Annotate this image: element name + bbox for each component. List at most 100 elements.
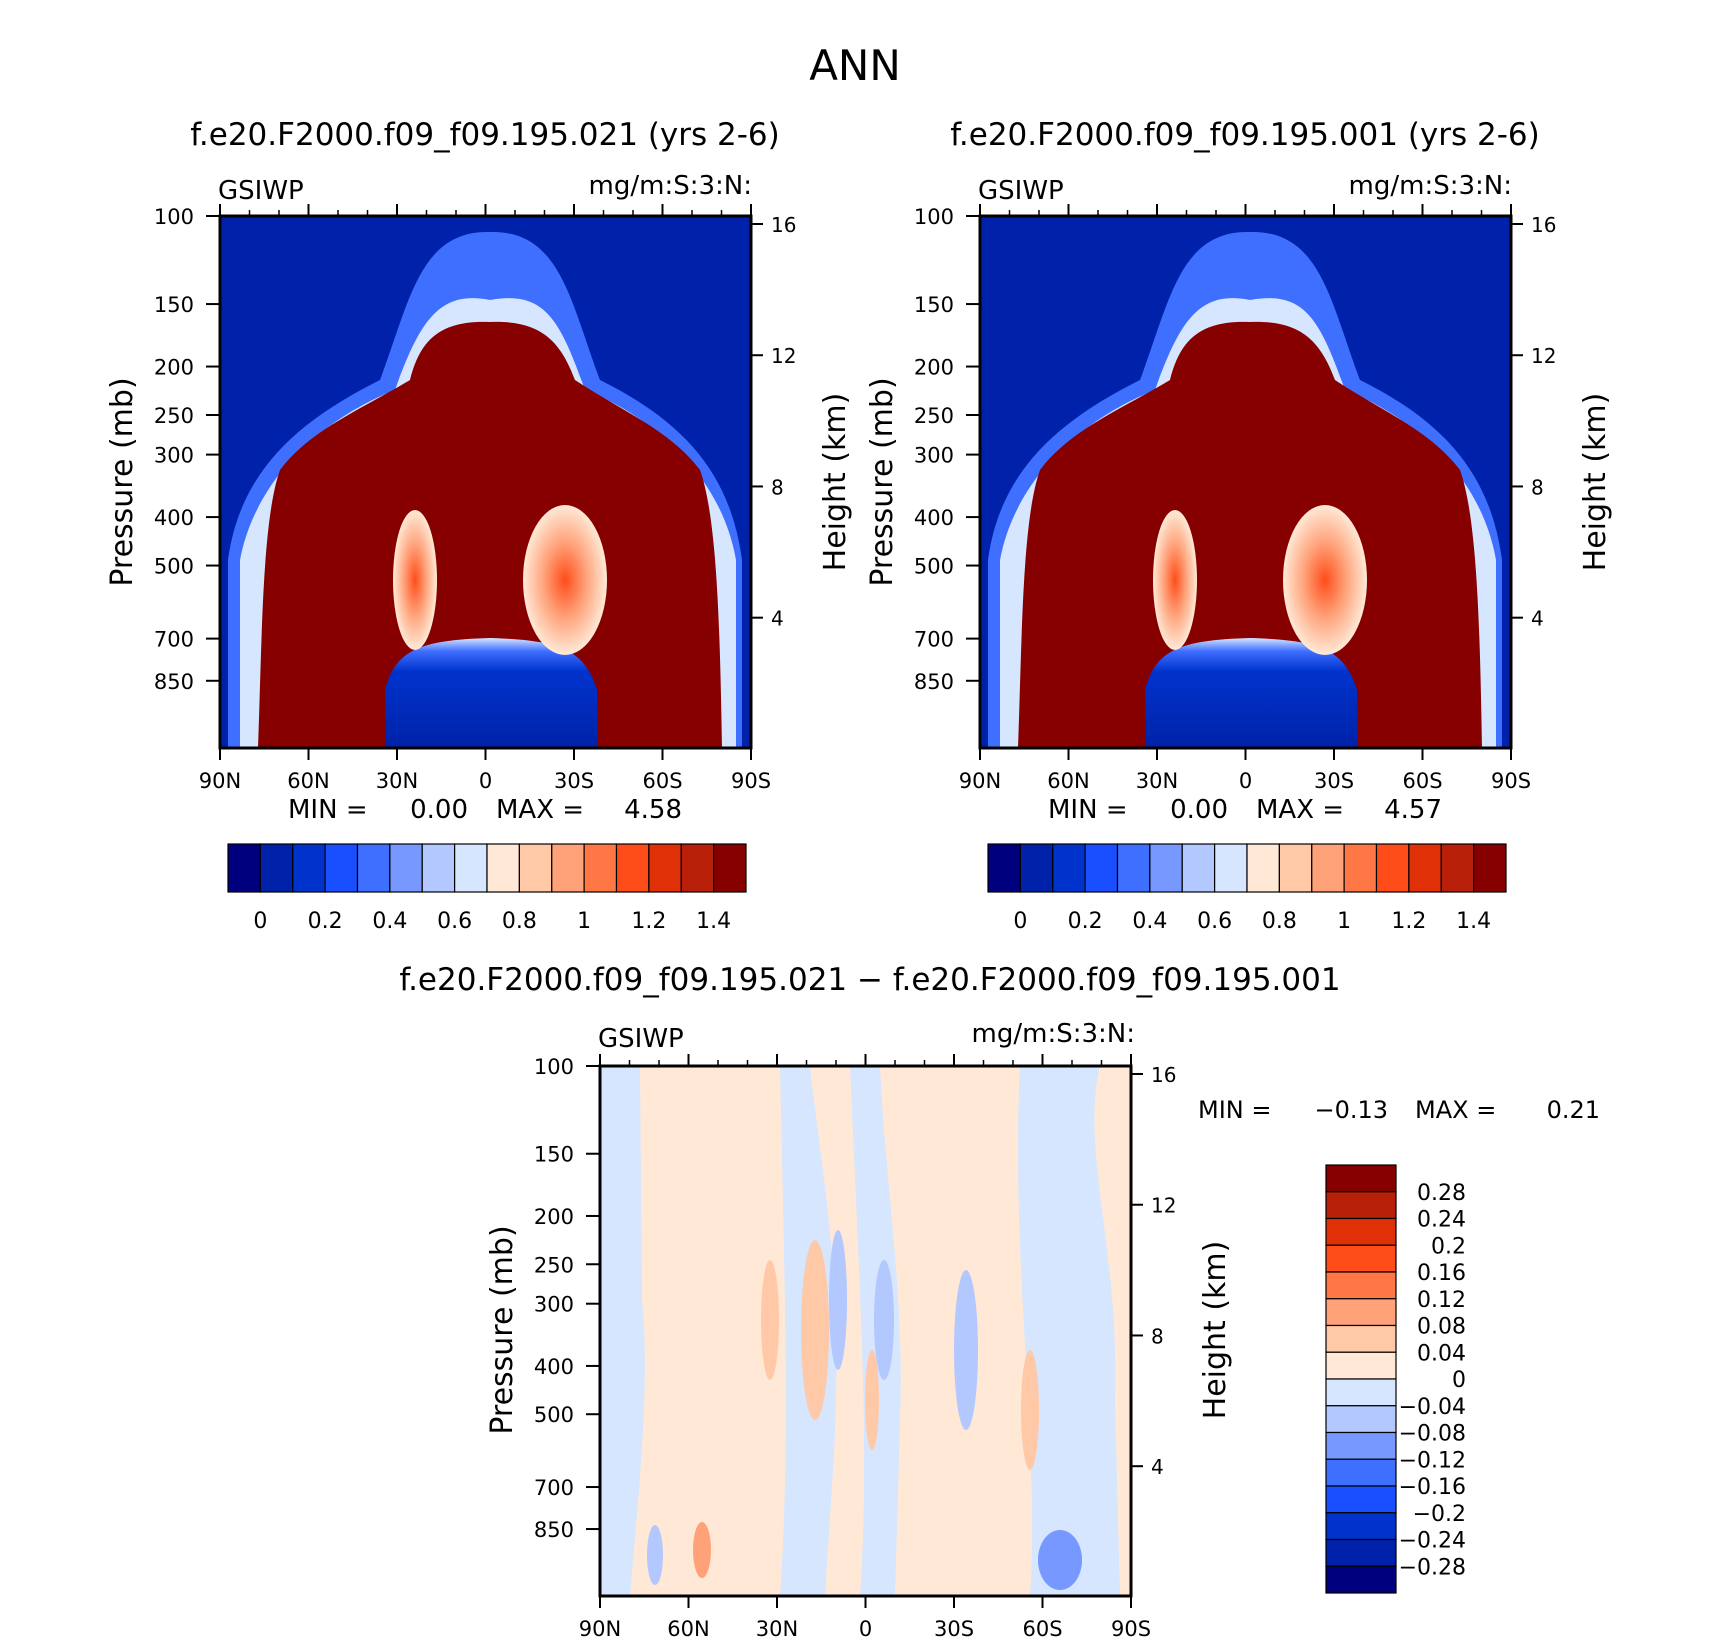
panel-2-max-label: MAX = bbox=[1256, 795, 1344, 825]
y-tick-label: 500 bbox=[914, 555, 954, 579]
colorbar-swatch bbox=[1325, 1485, 1397, 1514]
panel-2-core-field bbox=[1018, 321, 1482, 748]
panel-3-colorbar-ticks: 0.280.240.20.160.120.080.040−0.04−0.08−0… bbox=[1399, 1181, 1466, 1581]
panel-1-lobe-right bbox=[523, 505, 607, 655]
colorbar-tick-label: 0.6 bbox=[1197, 909, 1232, 934]
panel-1-variable: GSIWP bbox=[218, 176, 304, 206]
x-tick-label: 30S bbox=[554, 769, 594, 793]
colorbar-swatch bbox=[1019, 843, 1054, 893]
y-tick-label: 500 bbox=[534, 1403, 574, 1427]
colorbar-swatch bbox=[454, 843, 488, 893]
panel-3-variable: GSIWP bbox=[598, 1024, 684, 1054]
colorbar-tick-label: 1.4 bbox=[696, 909, 731, 934]
colorbar-swatch bbox=[1214, 843, 1248, 893]
panel-2-max-value: 4.57 bbox=[1384, 795, 1442, 825]
x-tick-label: 0 bbox=[1239, 769, 1252, 793]
colorbar-tick-label: 0.12 bbox=[1417, 1288, 1466, 1313]
panel-1-units: mg/m:S:3:N: bbox=[589, 171, 752, 201]
colorbar-swatch bbox=[1325, 1191, 1397, 1220]
colorbar-swatch bbox=[1325, 1431, 1397, 1460]
panel-2-plot bbox=[978, 214, 1513, 750]
x-tick-label: 90S bbox=[1491, 769, 1531, 793]
colorbar-tick-label: 1 bbox=[577, 909, 591, 934]
colorbar-tick-label: 0.6 bbox=[437, 909, 472, 934]
x-tick-label: 30S bbox=[1314, 769, 1354, 793]
colorbar-tick-label: 0.04 bbox=[1417, 1341, 1466, 1366]
y-tick-right-label: 16 bbox=[1531, 213, 1556, 237]
colorbar-swatch bbox=[1084, 843, 1119, 893]
colorbar-tick-label: −0.04 bbox=[1399, 1395, 1466, 1420]
x-tick-label: 90S bbox=[731, 769, 771, 793]
y-tick-label: 300 bbox=[914, 444, 954, 468]
y-tick-right-label: 12 bbox=[771, 344, 796, 368]
panel-1-core-field bbox=[258, 321, 722, 748]
panel-1-left-axis: 100 150 200 250 300 400 500 700 850 bbox=[154, 205, 220, 694]
y-tick-label: 400 bbox=[154, 506, 194, 530]
panel-3-min-value: −0.13 bbox=[1314, 1096, 1388, 1124]
colorbar-tick-label: 1.2 bbox=[631, 909, 666, 934]
panel-2-min-label: MIN = bbox=[1048, 795, 1128, 825]
colorbar-swatch bbox=[1116, 843, 1151, 893]
panel-2: f.e20.F2000.f09_f09.195.001 (yrs 2-6) GS… bbox=[865, 117, 1613, 934]
colorbar-swatch bbox=[615, 843, 650, 893]
colorbar-swatch bbox=[518, 843, 553, 893]
x-tick-label: 60N bbox=[1047, 769, 1089, 793]
panel-3-neg-blob-5 bbox=[647, 1525, 663, 1585]
colorbar-swatch bbox=[486, 843, 520, 893]
y-tick-right-label: 12 bbox=[1151, 1194, 1176, 1218]
colorbar-tick-label: 0 bbox=[253, 909, 267, 934]
colorbar-tick-label: 0 bbox=[1013, 909, 1027, 934]
panel-2-units: mg/m:S:3:N: bbox=[1349, 171, 1512, 201]
colorbar-swatch bbox=[1325, 1324, 1397, 1353]
y-tick-label: 700 bbox=[534, 1476, 574, 1500]
panel-3-max-label: MAX = bbox=[1415, 1096, 1496, 1124]
y-tick-label: 100 bbox=[154, 205, 194, 229]
y-tick-label: 850 bbox=[914, 670, 954, 694]
panel-2-lobe-right bbox=[1283, 505, 1367, 655]
panel-2-right-axis: 16 12 8 4 bbox=[1511, 213, 1556, 631]
y-tick-label: 150 bbox=[914, 293, 954, 317]
y-tick-label: 100 bbox=[534, 1055, 574, 1079]
panel-3-right-axis: 16 12 8 4 bbox=[1131, 1063, 1176, 1479]
colorbar-swatch bbox=[1325, 1244, 1397, 1273]
colorbar-tick-label: 0.24 bbox=[1417, 1208, 1466, 1233]
y-tick-label: 100 bbox=[914, 205, 954, 229]
panel-3: f.e20.F2000.f09_f09.195.021 − f.e20.F200… bbox=[399, 962, 1600, 1639]
panel-1-ylabel: Pressure (mb) bbox=[105, 377, 140, 586]
colorbar-swatch bbox=[1325, 1271, 1397, 1300]
colorbar-swatch bbox=[1408, 843, 1442, 893]
panel-1-bottom-axis: 90N 60N 30N 0 30S 60S 90S bbox=[199, 204, 771, 793]
colorbar-swatch bbox=[227, 843, 261, 893]
panel-1-lobe-left bbox=[393, 510, 437, 650]
y-tick-label: 300 bbox=[534, 1293, 574, 1317]
colorbar-tick-label: 1.2 bbox=[1391, 909, 1426, 934]
colorbar-swatch bbox=[1311, 843, 1345, 893]
colorbar-swatch bbox=[987, 843, 1021, 893]
colorbar-swatch bbox=[1325, 1458, 1397, 1487]
panel-2-ylabel-right: Height (km) bbox=[1578, 393, 1613, 572]
colorbar-swatch bbox=[421, 843, 456, 893]
panel-1-max-value: 4.58 bbox=[624, 795, 682, 825]
panel-3-units: mg/m:S:3:N: bbox=[972, 1019, 1135, 1049]
colorbar-tick-label: 0.08 bbox=[1417, 1315, 1466, 1340]
y-tick-right-label: 4 bbox=[1531, 607, 1544, 631]
colorbar-tick-label: 0.4 bbox=[372, 909, 407, 934]
colorbar-swatch bbox=[1325, 1538, 1397, 1567]
panel-2-variable: GSIWP bbox=[978, 176, 1064, 206]
panel-2-bottom-axis: 90N 60N 30N 0 30S 60S 90S bbox=[959, 204, 1531, 793]
y-tick-label: 200 bbox=[914, 356, 954, 380]
colorbar-tick-label: 0.2 bbox=[1431, 1234, 1466, 1259]
colorbar-tick-label: −0.24 bbox=[1399, 1529, 1466, 1554]
panel-1-subtitle: f.e20.F2000.f09_f09.195.021 (yrs 2-6) bbox=[190, 117, 780, 153]
y-tick-label: 250 bbox=[154, 404, 194, 428]
y-tick-label: 850 bbox=[154, 670, 194, 694]
colorbar-tick-label: 0.2 bbox=[308, 909, 343, 934]
panel-3-pos-blob-1 bbox=[761, 1260, 779, 1380]
y-tick-label: 250 bbox=[914, 404, 954, 428]
y-tick-label: 700 bbox=[154, 628, 194, 652]
panel-3-max-value: 0.21 bbox=[1547, 1096, 1600, 1124]
colorbar-swatch bbox=[1325, 1378, 1397, 1407]
colorbar-tick-label: 0.2 bbox=[1068, 909, 1103, 934]
y-tick-label: 300 bbox=[154, 444, 194, 468]
